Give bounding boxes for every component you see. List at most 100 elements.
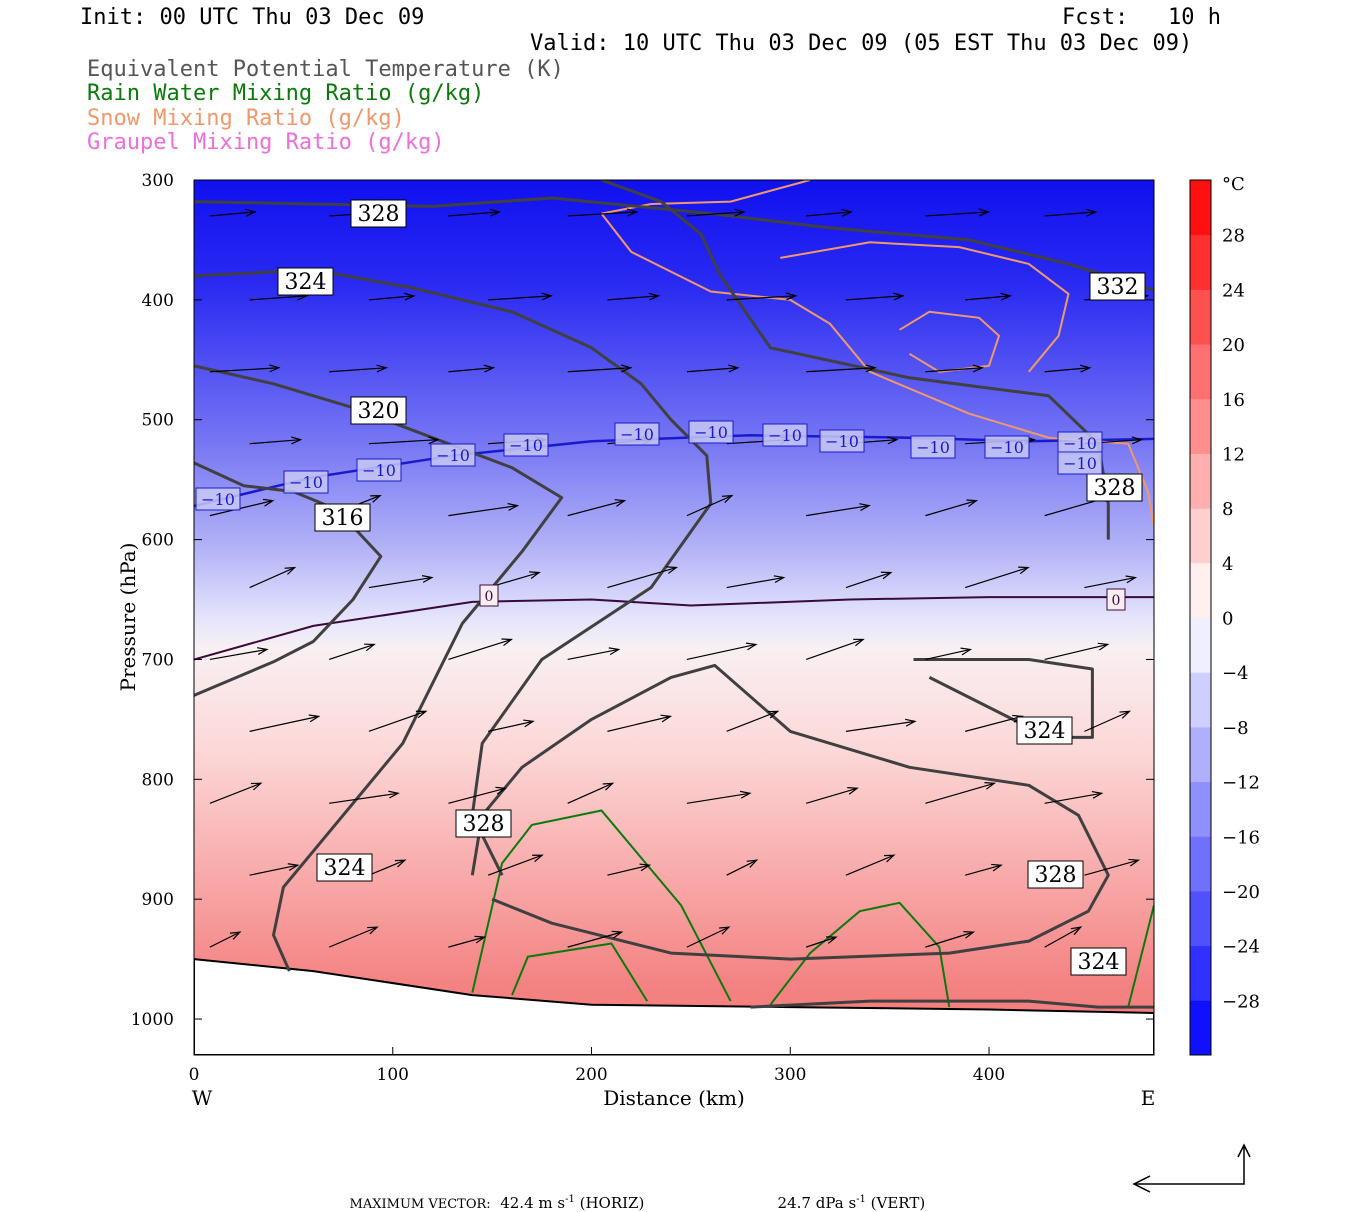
max-vector-vert-suffix: (VERT) xyxy=(865,1194,926,1212)
svg-text:−10: −10 xyxy=(620,425,654,444)
isotherm-label-minus10: −10 xyxy=(1057,431,1103,455)
wind-arrow xyxy=(806,787,859,804)
wind-arrow xyxy=(805,638,865,661)
wind-arrow xyxy=(368,292,416,301)
theta-e-label: 316 xyxy=(314,503,371,532)
colorbar-band xyxy=(1190,234,1211,290)
wind-arrow xyxy=(845,571,893,589)
wind-arrow xyxy=(1044,790,1104,804)
wind-arrow xyxy=(607,292,661,301)
svg-text:−10: −10 xyxy=(362,461,396,480)
wind-arrow xyxy=(249,436,303,445)
colorbar-band xyxy=(1190,890,1211,947)
colorbar-band xyxy=(1190,453,1211,509)
y-tick-label: 400 xyxy=(142,291,174,311)
svg-text:328: 328 xyxy=(358,202,400,227)
colorbar-tick-label: 12 xyxy=(1222,444,1245,465)
theta-e-contour-316 xyxy=(194,461,383,697)
reference-vector-icon xyxy=(1132,1143,1251,1193)
init-time: Init: 00 UTC Thu 03 Dec 09 xyxy=(80,5,425,30)
colorbar-band xyxy=(1190,726,1211,783)
colorbar-band xyxy=(1190,398,1211,454)
east-label: E xyxy=(1141,1086,1156,1110)
wind-arrow xyxy=(209,782,263,804)
wind-arrow xyxy=(368,859,407,876)
svg-text:328: 328 xyxy=(1094,476,1136,501)
wind-arrow xyxy=(726,575,786,589)
wind-arrow xyxy=(686,364,740,373)
colorbar-band xyxy=(1190,289,1211,345)
wind-arrow xyxy=(1044,364,1092,373)
wind-arrow xyxy=(448,935,487,948)
legend-graupel: Graupel Mixing Ratio (g/kg) xyxy=(87,130,445,155)
wind-arrow xyxy=(209,498,275,517)
wind-arrow xyxy=(448,638,514,661)
colorbar-tick-label: 20 xyxy=(1222,335,1245,356)
colorbar-band xyxy=(1190,508,1211,564)
snow-contour-0 xyxy=(601,180,811,215)
svg-text:332: 332 xyxy=(1097,275,1139,300)
theta-e-label: 324 xyxy=(277,267,334,296)
svg-text:−10: −10 xyxy=(694,423,728,442)
x-tick-label: 100 xyxy=(377,1065,409,1085)
isotherm-label-minus10: −10 xyxy=(283,470,329,494)
colorbar-tick-label: 8 xyxy=(1222,499,1233,520)
isotherm-label-minus10: −10 xyxy=(503,433,549,457)
valid-time: Valid: 10 UTC Thu 03 Dec 09 (05 EST Thu … xyxy=(530,31,1193,56)
wind-arrow xyxy=(329,790,400,804)
y-tick-label: 800 xyxy=(142,770,174,790)
svg-text:−10: −10 xyxy=(289,473,323,492)
wind-arrow xyxy=(925,931,976,948)
theta-e-label: 320 xyxy=(350,396,407,425)
x-tick-label: 0 xyxy=(189,1065,200,1085)
wind-arrow xyxy=(329,364,388,373)
plot-frame xyxy=(193,179,1155,1056)
svg-text:−10: −10 xyxy=(916,438,950,457)
wind-arrow xyxy=(368,436,440,445)
colorbar-band xyxy=(1190,617,1211,673)
theta-e-label: 328 xyxy=(350,199,407,228)
isotherm-label-minus10: −10 xyxy=(356,458,402,482)
isotherm-label-minus10: −10 xyxy=(762,423,808,447)
west-label: W xyxy=(192,1086,213,1110)
wind-arrow xyxy=(965,292,1012,301)
colorbar-band xyxy=(1190,1000,1211,1056)
wind-arrow xyxy=(925,364,985,373)
wind-arrow xyxy=(567,647,621,661)
y-tick-label: 500 xyxy=(142,411,174,431)
y-tick-label: 700 xyxy=(142,650,174,670)
svg-text:316: 316 xyxy=(322,506,364,531)
isotherm-label-0: 0 xyxy=(479,584,499,607)
max-vector-vert: 24.7 dPa s xyxy=(777,1194,857,1212)
colorbar-tick-label: −20 xyxy=(1222,882,1260,903)
svg-text:324: 324 xyxy=(324,856,366,881)
isotherm-label-minus10: −10 xyxy=(1057,451,1103,475)
theta-e-label: 324 xyxy=(316,853,373,882)
wind-arrow xyxy=(487,854,544,876)
colorbar-tick-label: −28 xyxy=(1222,991,1260,1012)
y-tick-label: 1000 xyxy=(131,1010,174,1030)
wind-arrow xyxy=(249,863,300,876)
y-tick-label: 600 xyxy=(142,531,174,551)
svg-text:−10: −10 xyxy=(990,438,1024,457)
max-vector-horiz-suffix: (HORIZ) xyxy=(574,1194,645,1212)
rain-contour-0 xyxy=(471,809,732,1002)
svg-text:−10: −10 xyxy=(1063,454,1097,473)
colorbar-tick-label: −24 xyxy=(1222,937,1260,958)
colorbar-tick-label: 4 xyxy=(1222,554,1233,575)
rain-contour-3 xyxy=(1127,904,1154,1008)
theta-e-label: 328 xyxy=(1086,473,1143,502)
wind-arrow xyxy=(209,931,242,948)
svg-text:−10: −10 xyxy=(825,432,859,451)
isotherm-0 xyxy=(194,596,1154,661)
temperature-field xyxy=(194,180,1154,1055)
theta-e-label: 324 xyxy=(1070,947,1127,976)
colorbar-tick-label: 0 xyxy=(1222,609,1233,630)
snow-contour-1 xyxy=(600,212,1154,528)
theta-e-label: 328 xyxy=(455,809,512,838)
wind-arrow xyxy=(328,643,376,661)
svg-text:−10: −10 xyxy=(436,446,470,465)
colorbar-band xyxy=(1190,562,1211,618)
theta-e-label: 332 xyxy=(1089,272,1146,301)
x-tick-label: 200 xyxy=(575,1065,607,1085)
